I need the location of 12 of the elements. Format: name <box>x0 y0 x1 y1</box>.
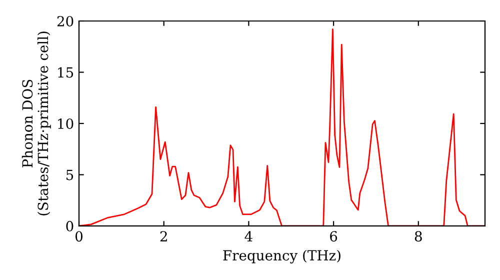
x-tick-label: 6 <box>330 231 338 242</box>
y-tick-label: 0 <box>66 220 74 232</box>
x-tick-label: 2 <box>160 231 167 242</box>
x-axis-title: Frequency (THz) <box>223 250 340 264</box>
x-tick-label: 0 <box>75 231 82 242</box>
x-tick-label: 8 <box>414 231 422 242</box>
y-tick-label: 5 <box>66 170 74 180</box>
y-axis-title: Phonon DOS (States/THz·primitive cell) <box>22 32 51 216</box>
y-tick-label: 10 <box>58 118 74 129</box>
x-tick-label: 4 <box>244 231 252 242</box>
y-tick-label: 15 <box>58 67 74 78</box>
y-tick-label: 20 <box>57 16 74 26</box>
